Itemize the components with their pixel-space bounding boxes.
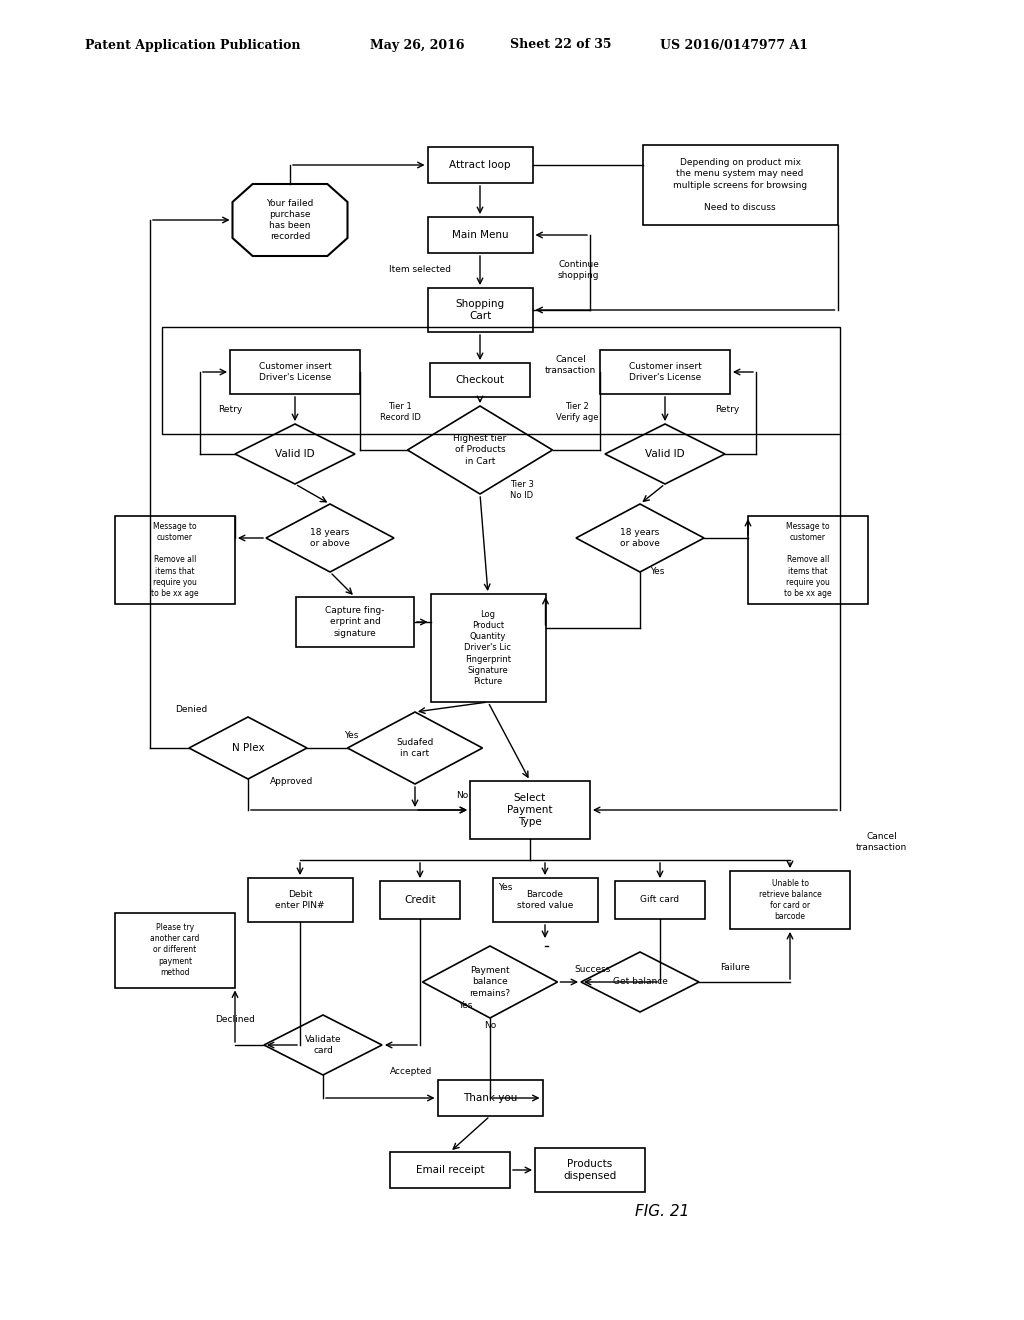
Text: Denied: Denied <box>175 705 207 714</box>
Text: 18 years
or above: 18 years or above <box>310 528 350 548</box>
FancyBboxPatch shape <box>390 1152 510 1188</box>
Text: Tier 3
No ID: Tier 3 No ID <box>510 480 534 500</box>
FancyBboxPatch shape <box>535 1148 645 1192</box>
Text: US 2016/0147977 A1: US 2016/0147977 A1 <box>660 38 808 51</box>
Text: Debit
enter PIN#: Debit enter PIN# <box>275 890 325 909</box>
Text: Capture fing-
erprint and
signature: Capture fing- erprint and signature <box>326 606 385 638</box>
Text: Shopping
Cart: Shopping Cart <box>456 298 505 321</box>
Text: Get balance: Get balance <box>612 978 668 986</box>
FancyBboxPatch shape <box>296 597 414 647</box>
Text: Depending on product mix
the menu system may need
multiple screens for browsing
: Depending on product mix the menu system… <box>673 158 807 211</box>
Text: Sudafed
in cart: Sudafed in cart <box>396 738 434 758</box>
Text: Products
dispensed: Products dispensed <box>563 1159 616 1181</box>
Text: Checkout: Checkout <box>456 375 505 385</box>
FancyBboxPatch shape <box>615 880 705 919</box>
Text: Main Menu: Main Menu <box>452 230 508 240</box>
Text: Tier 2
Verify age: Tier 2 Verify age <box>556 403 598 421</box>
FancyBboxPatch shape <box>600 350 730 393</box>
Text: Highest tier
of Products
in Cart: Highest tier of Products in Cart <box>454 434 507 466</box>
FancyBboxPatch shape <box>115 516 234 605</box>
Text: Select
Payment
Type: Select Payment Type <box>507 792 553 828</box>
Text: Patent Application Publication: Patent Application Publication <box>85 38 300 51</box>
Text: Customer insert
Driver's License: Customer insert Driver's License <box>259 362 332 381</box>
Text: Sheet 22 of 35: Sheet 22 of 35 <box>510 38 611 51</box>
Polygon shape <box>234 424 355 484</box>
Text: Attract loop: Attract loop <box>450 160 511 170</box>
Text: Email receipt: Email receipt <box>416 1166 484 1175</box>
Text: Continue
shopping: Continue shopping <box>558 260 599 280</box>
Text: Unable to
retrieve balance
for card or
barcode: Unable to retrieve balance for card or b… <box>759 879 821 921</box>
FancyBboxPatch shape <box>642 145 838 224</box>
Polygon shape <box>189 717 307 779</box>
FancyBboxPatch shape <box>493 878 597 921</box>
Text: Accepted: Accepted <box>390 1068 432 1077</box>
Text: Cancel
transaction: Cancel transaction <box>545 355 596 375</box>
Polygon shape <box>575 504 705 572</box>
FancyBboxPatch shape <box>437 1080 543 1115</box>
Text: Yes: Yes <box>498 883 512 892</box>
Text: Customer insert
Driver's License: Customer insert Driver's License <box>629 362 701 381</box>
Text: Please try
another card
or different
payment
method: Please try another card or different pay… <box>151 923 200 977</box>
Text: Valid ID: Valid ID <box>275 449 314 459</box>
FancyBboxPatch shape <box>730 871 850 929</box>
Text: Retry: Retry <box>218 405 242 414</box>
Text: Payment
balance
remains?: Payment balance remains? <box>469 966 511 998</box>
Text: Failure: Failure <box>720 964 750 973</box>
Text: Barcode
stored value: Barcode stored value <box>517 890 573 909</box>
FancyBboxPatch shape <box>430 363 530 397</box>
Text: Item selected: Item selected <box>389 265 451 275</box>
Text: Message to
customer

Remove all
items that
require you
to be xx age: Message to customer Remove all items tha… <box>152 523 199 598</box>
Text: Validate
card: Validate card <box>305 1035 341 1055</box>
FancyBboxPatch shape <box>427 216 532 253</box>
FancyBboxPatch shape <box>248 878 352 921</box>
Text: May 26, 2016: May 26, 2016 <box>370 38 465 51</box>
Text: Thank you: Thank you <box>463 1093 517 1104</box>
Text: Log
Product
Quantity
Driver's Lic
Fingerprint
Signature
Picture: Log Product Quantity Driver's Lic Finger… <box>465 610 512 686</box>
Text: No: No <box>484 1020 496 1030</box>
Text: Yes: Yes <box>458 1001 472 1010</box>
Text: Approved: Approved <box>270 777 313 787</box>
FancyBboxPatch shape <box>430 594 546 702</box>
Polygon shape <box>264 1015 382 1074</box>
FancyBboxPatch shape <box>470 781 590 840</box>
Polygon shape <box>581 952 699 1012</box>
Polygon shape <box>408 407 553 494</box>
FancyBboxPatch shape <box>748 516 868 605</box>
Polygon shape <box>423 946 557 1018</box>
Text: N Plex: N Plex <box>231 743 264 752</box>
Text: Cancel
transaction: Cancel transaction <box>856 833 907 851</box>
FancyBboxPatch shape <box>427 288 532 333</box>
FancyBboxPatch shape <box>115 912 234 987</box>
Text: Valid ID: Valid ID <box>645 449 685 459</box>
Text: FIG. 21: FIG. 21 <box>635 1204 689 1220</box>
Text: Yes: Yes <box>344 730 358 739</box>
Text: No: No <box>456 791 468 800</box>
FancyBboxPatch shape <box>230 350 360 393</box>
Text: Credit: Credit <box>404 895 436 906</box>
Text: Gift card: Gift card <box>640 895 680 904</box>
FancyBboxPatch shape <box>380 880 460 919</box>
Polygon shape <box>347 711 482 784</box>
FancyBboxPatch shape <box>427 147 532 183</box>
Text: Success: Success <box>574 965 610 974</box>
Polygon shape <box>605 424 725 484</box>
Polygon shape <box>266 504 394 572</box>
Text: Tier 1
Record ID: Tier 1 Record ID <box>380 403 421 421</box>
Polygon shape <box>232 183 347 256</box>
Text: Declined: Declined <box>215 1015 255 1024</box>
Text: Yes: Yes <box>650 568 665 577</box>
Text: Retry: Retry <box>715 405 739 414</box>
Text: Message to
customer

Remove all
items that
require you
to be xx age: Message to customer Remove all items tha… <box>784 523 831 598</box>
Text: 18 years
or above: 18 years or above <box>621 528 659 548</box>
Text: Your failed
purchase
has been
recorded: Your failed purchase has been recorded <box>266 199 313 242</box>
